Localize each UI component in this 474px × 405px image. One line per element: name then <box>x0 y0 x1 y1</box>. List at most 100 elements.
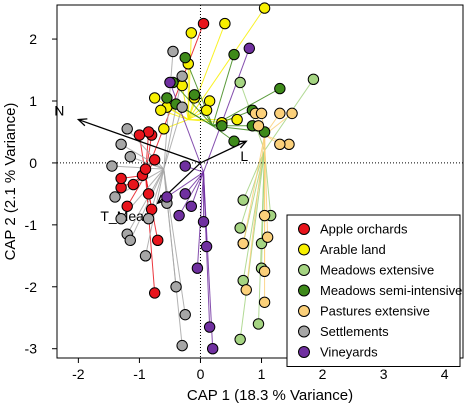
data-point <box>142 188 155 200</box>
data-point <box>231 113 243 126</box>
spoke-line <box>169 82 204 173</box>
x-tick-label: 3 <box>380 366 388 382</box>
spoke-line <box>163 107 183 170</box>
vector-label: N <box>54 103 64 119</box>
legend-label: Meadows extensive <box>320 263 434 278</box>
legend-label: Vineyards <box>320 345 378 360</box>
points-layer <box>106 2 320 355</box>
x-tick-label: 1 <box>258 366 266 382</box>
vector-arrowhead <box>237 140 248 149</box>
data-point <box>274 107 286 120</box>
legend-label: Pastures extensive <box>320 304 430 319</box>
data-point <box>237 194 249 206</box>
spoke-line <box>203 48 250 173</box>
data-point <box>176 101 188 113</box>
spoke-line <box>239 150 266 340</box>
spoke-line <box>242 134 266 244</box>
data-point <box>228 48 240 61</box>
data-point <box>258 2 271 14</box>
legend-swatch <box>298 223 310 235</box>
data-point <box>200 104 213 116</box>
data-point <box>148 154 161 166</box>
data-point <box>167 45 179 58</box>
data-point <box>127 178 140 191</box>
spoke-line <box>245 134 266 290</box>
data-point <box>206 343 219 355</box>
data-point <box>109 191 121 203</box>
y-axis-title: CAP 2 (2.1 % Variance) <box>2 103 19 261</box>
vector-line <box>200 140 247 164</box>
data-point <box>197 17 210 30</box>
spoke-line <box>187 7 265 120</box>
legend-swatch <box>298 243 310 256</box>
data-point <box>237 237 249 250</box>
data-point <box>161 92 173 104</box>
data-point <box>124 234 136 247</box>
data-point <box>258 296 271 308</box>
legend-swatch <box>298 264 310 276</box>
legend-swatch <box>298 325 310 338</box>
legend-box <box>286 214 461 367</box>
data-point <box>121 200 133 212</box>
data-point <box>179 51 191 64</box>
data-point <box>106 160 118 172</box>
data-point <box>148 287 161 299</box>
spoke-line <box>187 32 192 120</box>
data-point <box>155 104 167 116</box>
data-point <box>115 138 127 151</box>
spoke-line <box>166 171 204 198</box>
data-point <box>115 172 127 185</box>
x-axis-title: CAP 1 (18.3 % Variance) <box>187 387 353 404</box>
spoke-line <box>178 171 204 216</box>
spoke-line <box>203 172 214 349</box>
vector-label: L <box>240 148 248 164</box>
data-point <box>170 281 182 293</box>
spoke-line <box>126 168 165 235</box>
reference-lines-layer <box>57 5 463 358</box>
spoke-line <box>163 76 183 170</box>
data-point <box>234 222 246 234</box>
data-point <box>252 120 265 132</box>
data-point <box>252 318 265 330</box>
vector-line <box>78 118 201 164</box>
data-point <box>203 321 216 333</box>
data-point <box>240 284 252 296</box>
vector-arrowhead <box>76 118 88 127</box>
data-point <box>261 231 274 243</box>
legend-label: Arable land <box>320 242 386 257</box>
y-tick-label: -3 <box>25 341 38 357</box>
x-tick-label: 2 <box>319 366 327 382</box>
y-tick-label: -2 <box>25 279 38 295</box>
data-point <box>115 212 127 225</box>
legend-label: Meadows semi-intensive <box>320 283 462 298</box>
data-point <box>219 17 231 30</box>
spoke-line <box>242 150 266 201</box>
data-point <box>234 76 246 89</box>
data-point <box>179 160 191 172</box>
y-tick-label: 2 <box>29 31 37 47</box>
data-point <box>216 120 228 132</box>
data-point <box>188 89 201 101</box>
y-tick-label: 1 <box>29 93 37 109</box>
x-tick-label: 4 <box>441 366 449 382</box>
spoke-line <box>190 172 204 207</box>
legend-swatch <box>298 346 310 358</box>
spoke-line <box>242 150 266 281</box>
legend-swatch <box>298 305 310 317</box>
data-point <box>158 123 170 135</box>
data-point <box>234 333 246 346</box>
data-point <box>258 209 271 222</box>
spoke-line <box>239 150 266 229</box>
data-point <box>121 123 133 135</box>
data-point <box>161 191 173 203</box>
data-point <box>307 73 320 86</box>
data-point <box>148 92 161 104</box>
data-point <box>179 188 191 200</box>
data-point <box>258 265 271 277</box>
axes-layer: -2 -1 0 1 2 3 4 -3 -2 -1 0 1 2 CAP 1 (18.3 % Variance… <box>2 31 449 404</box>
data-point <box>124 151 136 163</box>
data-point <box>228 135 240 147</box>
data-point <box>173 209 185 222</box>
legend-label: Apple orchards <box>320 222 408 237</box>
